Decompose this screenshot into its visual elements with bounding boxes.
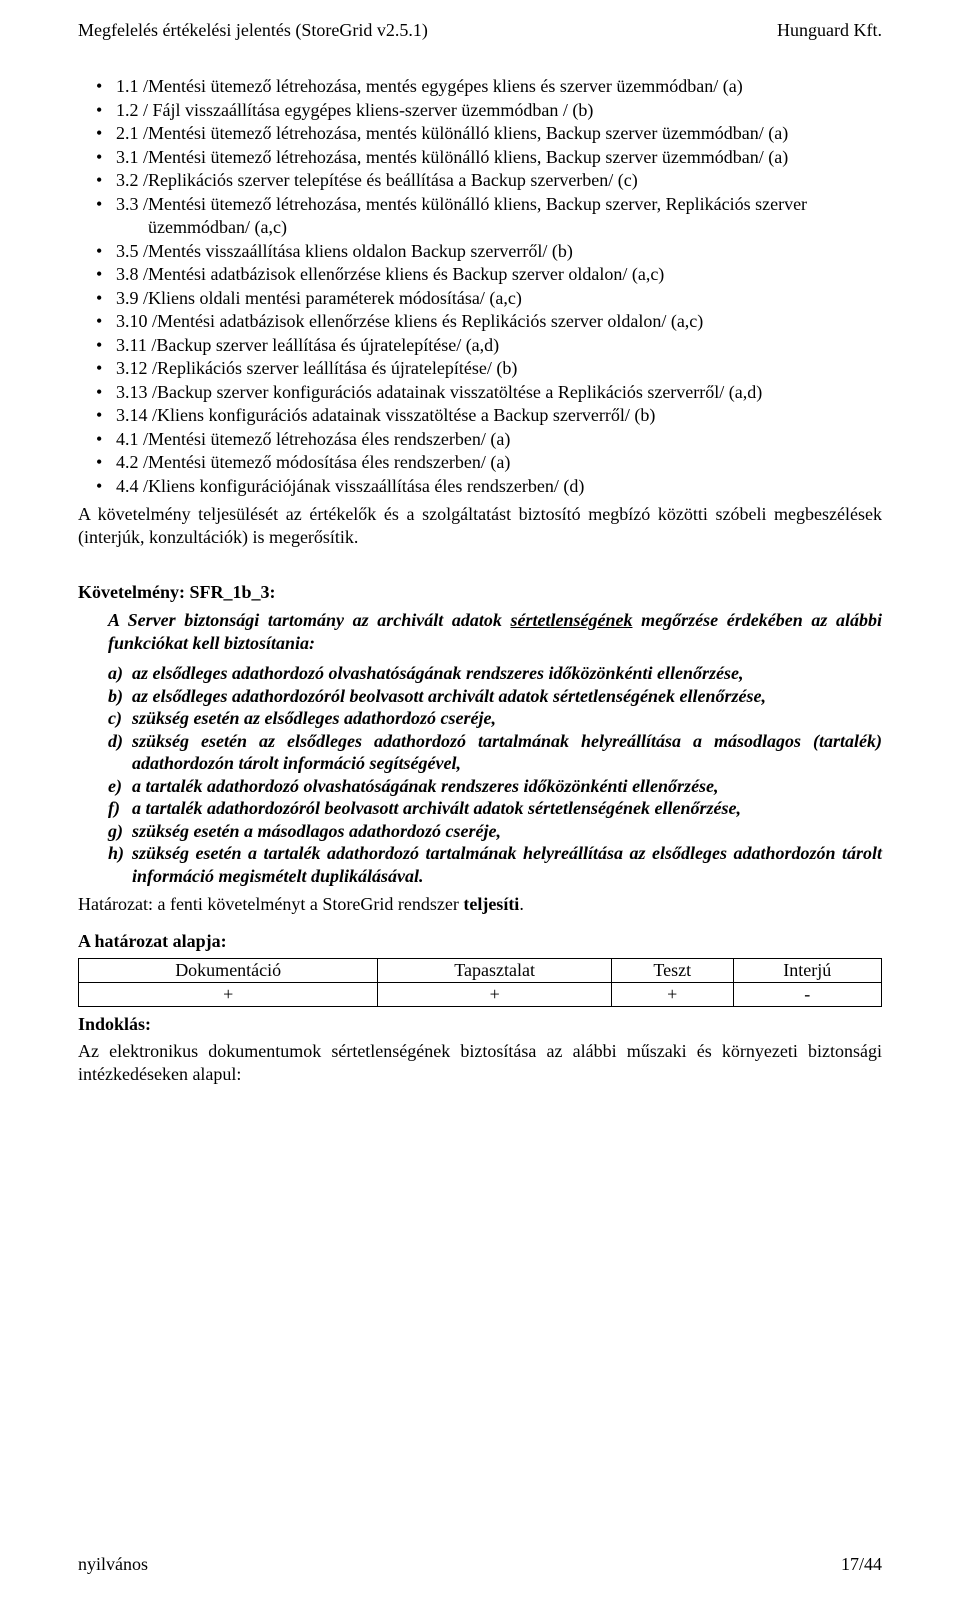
basis-header-row: Dokumentáció Tapasztalat Teszt Interjú xyxy=(79,958,882,982)
letter-item: f) a tartalék adathordozóról beolvasott a… xyxy=(108,797,882,820)
decision-text: : a fenti követelményt a StoreGrid rends… xyxy=(148,894,463,914)
letter-text: a tartalék adathordozóról beolvasott arc… xyxy=(132,798,741,818)
basis-cell-0: + xyxy=(79,982,378,1006)
page-header: Megfelelés értékelési jelentés (StoreGri… xyxy=(78,20,882,41)
letter-marker: g) xyxy=(108,820,123,843)
letter-item: b) az elsődleges adathordozóról beolvasot… xyxy=(108,685,882,708)
letter-item: h) szükség esetén a tartalék adathordozó … xyxy=(108,842,882,887)
list-item: 3.9 /Kliens oldali mentési paraméterek m… xyxy=(78,287,882,310)
list-item: 3.13 /Backup szerver konfigurációs adata… xyxy=(78,381,882,404)
list-item: 3.5 /Mentés visszaállítása kliens oldalo… xyxy=(78,240,882,263)
basis-title: A határozat alapja: xyxy=(78,930,882,953)
letter-marker: d) xyxy=(108,730,123,753)
letter-item: e) a tartalék adathordozó olvashatóságána… xyxy=(108,775,882,798)
footer-right: 17/44 xyxy=(841,1554,882,1575)
basis-table: Dokumentáció Tapasztalat Teszt Interjú +… xyxy=(78,958,882,1007)
decision-label: Határozat xyxy=(78,894,148,914)
list-item: 3.1 /Mentési ütemező létrehozása, mentés… xyxy=(78,146,882,169)
list-item: 3.14 /Kliens konfigurációs adatainak vis… xyxy=(78,404,882,427)
list-item: 1.2 / Fájl visszaállítása egygépes klien… xyxy=(78,99,882,122)
letter-text: szükség esetén az elsődleges adathordozó… xyxy=(132,708,496,728)
list-item: 3.2 /Replikációs szerver telepítése és b… xyxy=(78,169,882,192)
letter-marker: a) xyxy=(108,662,123,685)
indoklas-text: Az elektronikus dokumentumok sértetlensé… xyxy=(78,1040,882,1085)
list-item: 3.10 /Mentési adatbázisok ellenőrzése kl… xyxy=(78,310,882,333)
letter-item: a) az elsődleges adathordozó olvashatóság… xyxy=(108,662,882,685)
letter-marker: h) xyxy=(108,842,124,865)
page-footer: nyilvános 17/44 xyxy=(78,1554,882,1575)
list-item: 4.4 /Kliens konfigurációjának visszaállí… xyxy=(78,475,882,498)
letter-text: az elsődleges adathordozó olvashatóságán… xyxy=(132,663,744,683)
letter-text: szükség esetén a tartalék adathordozó ta… xyxy=(132,843,882,886)
requirement-intro: A Server biztonsági tartomány az archivá… xyxy=(78,609,882,654)
indoklas-title: Indoklás: xyxy=(78,1013,882,1036)
requirement-intro-pre: A Server biztonsági tartomány az archivá… xyxy=(108,610,511,630)
letter-item: d) szükség esetén az elsődleges adathordo… xyxy=(108,730,882,775)
letter-marker: c) xyxy=(108,707,122,730)
footer-left: nyilvános xyxy=(78,1554,148,1575)
header-right: Hunguard Kft. xyxy=(777,20,882,41)
letter-text: a tartalék adathordozó olvashatóságának … xyxy=(132,776,719,796)
requirement-title: Követelmény: SFR_1b_3: xyxy=(78,582,882,603)
list-item: 3.12 /Replikációs szerver leállítása és … xyxy=(78,357,882,380)
list-item: 4.1 /Mentési ütemező létrehozása éles re… xyxy=(78,428,882,451)
basis-col-3: Interjú xyxy=(733,958,881,982)
letter-marker: e) xyxy=(108,775,122,798)
letter-text: az elsődleges adathordozóról beolvasott … xyxy=(132,686,766,706)
basis-col-1: Tapasztalat xyxy=(378,958,612,982)
basis-col-2: Teszt xyxy=(611,958,733,982)
list-item: 1.1 /Mentési ütemező létrehozása, mentés… xyxy=(78,75,882,98)
page: Megfelelés értékelési jelentés (StoreGri… xyxy=(0,0,960,1597)
basis-cell-1: + xyxy=(378,982,612,1006)
basis-cell-2: + xyxy=(611,982,733,1006)
letter-marker: b) xyxy=(108,685,123,708)
basis-data-row: + + + - xyxy=(79,982,882,1006)
list-item: 3.8 /Mentési adatbázisok ellenőrzése kli… xyxy=(78,263,882,286)
letter-text: szükség esetén a másodlagos adathordozó … xyxy=(132,821,501,841)
decision-period: . xyxy=(519,894,524,914)
basis-cell-3: - xyxy=(733,982,881,1006)
letter-item: g) szükség esetén a másodlagos adathordoz… xyxy=(108,820,882,843)
decision-line: Határozat: a fenti követelményt a StoreG… xyxy=(78,893,882,916)
basis-col-0: Dokumentáció xyxy=(79,958,378,982)
requirement-intro-underlined: sértetlenségének xyxy=(511,610,633,630)
list-item: 2.1 /Mentési ütemező létrehozása, mentés… xyxy=(78,122,882,145)
list-item: 4.2 /Mentési ütemező módosítása éles ren… xyxy=(78,451,882,474)
letter-marker: f) xyxy=(108,797,120,820)
lettered-list: a) az elsődleges adathordozó olvashatóság… xyxy=(78,662,882,887)
list-item: 3.11 /Backup szerver leállítása és újrat… xyxy=(78,334,882,357)
letter-item: c) szükség esetén az elsődleges adathordo… xyxy=(108,707,882,730)
list-item: 3.3 /Mentési ütemező létrehozása, mentés… xyxy=(78,193,882,216)
header-left: Megfelelés értékelési jelentés (StoreGri… xyxy=(78,20,428,41)
letter-text: szükség esetén az elsődleges adathordozó… xyxy=(132,731,882,774)
bullet-list: 1.1 /Mentési ütemező létrehozása, mentés… xyxy=(78,75,882,497)
list-item-continuation: üzemmódban/ (a,c) xyxy=(78,216,882,239)
decision-bold: teljesíti xyxy=(463,894,519,914)
closing-paragraph: A követelmény teljesülését az értékelők … xyxy=(78,503,882,548)
